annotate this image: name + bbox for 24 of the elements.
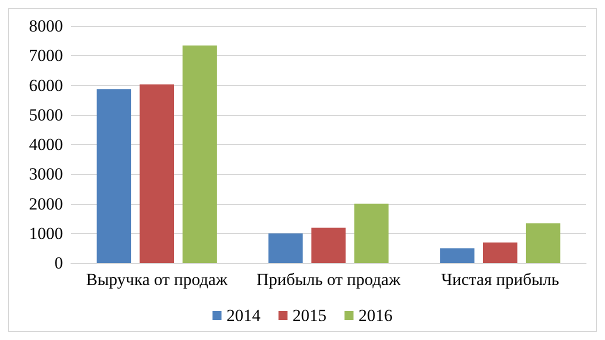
y-tick-label: 0 (54, 254, 63, 272)
y-tick-label: 3000 (29, 164, 63, 184)
bar (182, 46, 217, 263)
bar (96, 89, 132, 263)
y-tick-label: 6000 (29, 76, 63, 95)
y-tick-label: 5000 (29, 105, 63, 124)
legend-label: 2014 (226, 306, 261, 325)
y-tick-label: 4000 (29, 135, 63, 154)
legend-label: 2015 (292, 306, 326, 325)
x-tick-label: Выручка от продаж (86, 270, 228, 289)
bar (526, 223, 560, 263)
bar (440, 248, 474, 263)
y-tick-label: 1000 (29, 224, 63, 243)
y-tick-label: 7000 (29, 46, 63, 66)
x-tick-label: Прибыль от продаж (256, 270, 401, 289)
bar (483, 242, 518, 263)
bar (268, 233, 303, 263)
bar (354, 204, 389, 263)
legend-label: 2016 (358, 306, 392, 325)
bar (311, 228, 346, 263)
y-tick-label: 2000 (29, 194, 63, 214)
bar (140, 84, 174, 263)
x-tick-label: Чистая прибыль (441, 270, 560, 289)
y-tick-label: 8000 (29, 16, 63, 36)
